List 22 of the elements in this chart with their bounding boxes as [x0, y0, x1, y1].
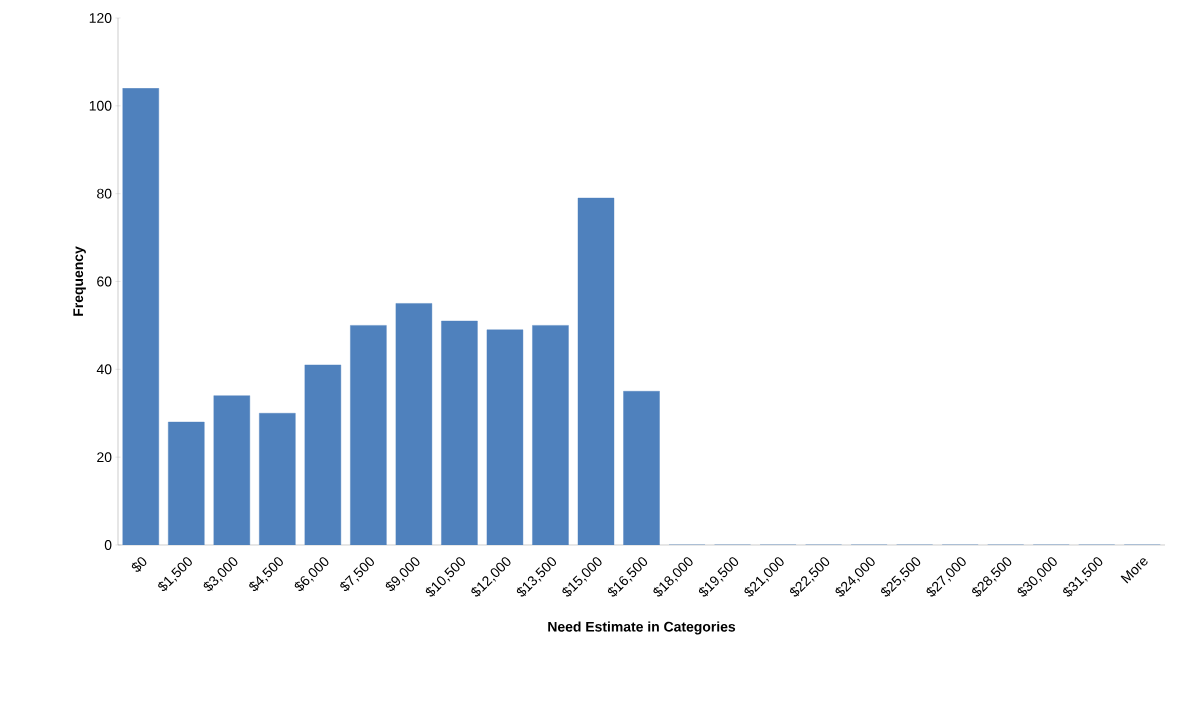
bar — [441, 320, 478, 545]
bar — [122, 88, 159, 545]
bar — [532, 325, 569, 545]
bar — [350, 325, 387, 545]
bar — [259, 413, 296, 545]
x-tick-label: $0 — [131, 557, 147, 572]
y-tick-label: 0 — [104, 540, 112, 550]
x-axis-title: Need Estimate in Categories — [548, 621, 736, 635]
bar — [623, 391, 660, 545]
bar — [486, 329, 524, 545]
y-tick-label: 60 — [97, 276, 112, 287]
bar — [395, 303, 433, 545]
y-tick-label: 100 — [89, 100, 112, 111]
bar — [304, 364, 342, 545]
y-tick-label: 80 — [97, 188, 112, 199]
y-tick-label: 40 — [96, 364, 112, 375]
y-tick-label: 20 — [97, 452, 112, 463]
y-axis-title: Frequency — [73, 246, 86, 316]
y-tick-label: 120 — [89, 13, 112, 23]
bar — [168, 421, 205, 545]
bar — [577, 197, 615, 545]
bar — [213, 395, 251, 545]
